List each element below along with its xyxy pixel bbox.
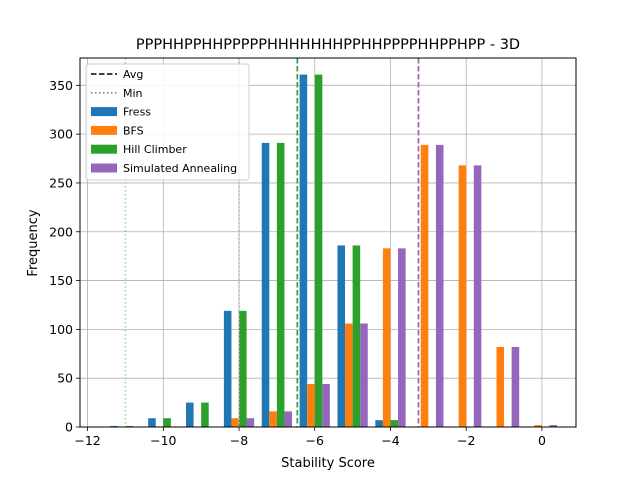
y-tick-label: 250 — [49, 175, 73, 190]
bar-simulated-annealing — [398, 248, 406, 427]
x-axis: −12 −10 −8 −6 −4 −2 0 — [74, 427, 546, 448]
x-axis-label: Stability Score — [281, 456, 375, 471]
legend-swatch-hill-climber — [91, 144, 117, 154]
x-tick-label: −10 — [150, 433, 176, 448]
histogram-bars — [110, 74, 558, 427]
bar-simulated-annealing — [322, 384, 330, 427]
bar-simulated-annealing — [435, 144, 444, 427]
y-tick-label: 350 — [49, 78, 73, 93]
bar-simulated-annealing — [473, 165, 482, 427]
legend-box — [85, 63, 250, 181]
bar-simulated-annealing — [549, 425, 558, 427]
bar-hill-climber — [201, 402, 209, 427]
bar-bfs — [231, 418, 240, 427]
bar-hill-climber — [352, 245, 361, 427]
y-tick-label: 150 — [49, 273, 73, 288]
x-tick-label: 0 — [538, 433, 546, 448]
bar-fress — [375, 420, 383, 427]
y-tick-label: 200 — [49, 224, 73, 239]
bar-fress — [337, 245, 346, 427]
bar-fress — [261, 142, 270, 427]
bar-simulated-annealing — [246, 418, 255, 427]
bar-hill-climber — [314, 74, 323, 427]
x-tick-label: −4 — [381, 433, 399, 448]
bar-bfs — [458, 165, 467, 427]
legend-label-min: Min — [123, 87, 143, 100]
bar-simulated-annealing — [360, 323, 368, 427]
bar-fress — [186, 402, 194, 427]
legend-label-simulated-annealing: Simulated Annealing — [123, 162, 237, 175]
y-tick-label: 50 — [57, 371, 73, 386]
x-tick-label: −2 — [457, 433, 475, 448]
bar-bfs — [534, 425, 542, 427]
y-tick-label: 0 — [65, 420, 73, 435]
bar-bfs — [269, 411, 277, 427]
bar-bfs — [307, 384, 315, 427]
legend-label-bfs: BFS — [123, 124, 144, 137]
bar-hill-climber — [390, 420, 399, 427]
y-tick-label: 100 — [49, 322, 73, 337]
x-tick-label: −12 — [74, 433, 100, 448]
y-axis: 0 50 100 150 200 250 300 350 — [49, 78, 80, 435]
legend: Avg Min Fress BFS Hill Climber Simulated Anne… — [85, 63, 250, 181]
bar-bfs — [420, 144, 429, 427]
y-axis-label: Frequency — [26, 209, 41, 276]
bar-simulated-annealing — [284, 411, 293, 427]
bar-fress — [299, 74, 308, 427]
chart-title: PPPHHPPHHPPPPPHHHHHHHPPHHPPPPHHPPHPP - 3… — [136, 37, 520, 53]
bar-hill-climber — [163, 418, 171, 427]
legend-swatch-fress — [91, 107, 117, 117]
legend-label-fress: Fress — [123, 106, 151, 119]
bar-fress — [148, 418, 156, 427]
bar-bfs — [382, 248, 391, 427]
legend-swatch-bfs — [91, 125, 117, 135]
bar-fress — [223, 310, 232, 427]
legend-label-avg: Avg — [123, 68, 143, 81]
bar-bfs — [496, 346, 505, 427]
bar-hill-climber — [276, 142, 285, 427]
legend-label-hill-climber: Hill Climber — [123, 143, 187, 156]
bar-hill-climber — [239, 310, 247, 427]
y-tick-label: 300 — [49, 127, 73, 142]
legend-swatch-simulated-annealing — [91, 163, 117, 173]
plot-frame — [79, 57, 577, 428]
bar-bfs — [345, 323, 353, 427]
x-tick-label: −6 — [306, 433, 324, 448]
bar-simulated-annealing — [511, 346, 520, 427]
x-tick-label: −8 — [230, 433, 248, 448]
